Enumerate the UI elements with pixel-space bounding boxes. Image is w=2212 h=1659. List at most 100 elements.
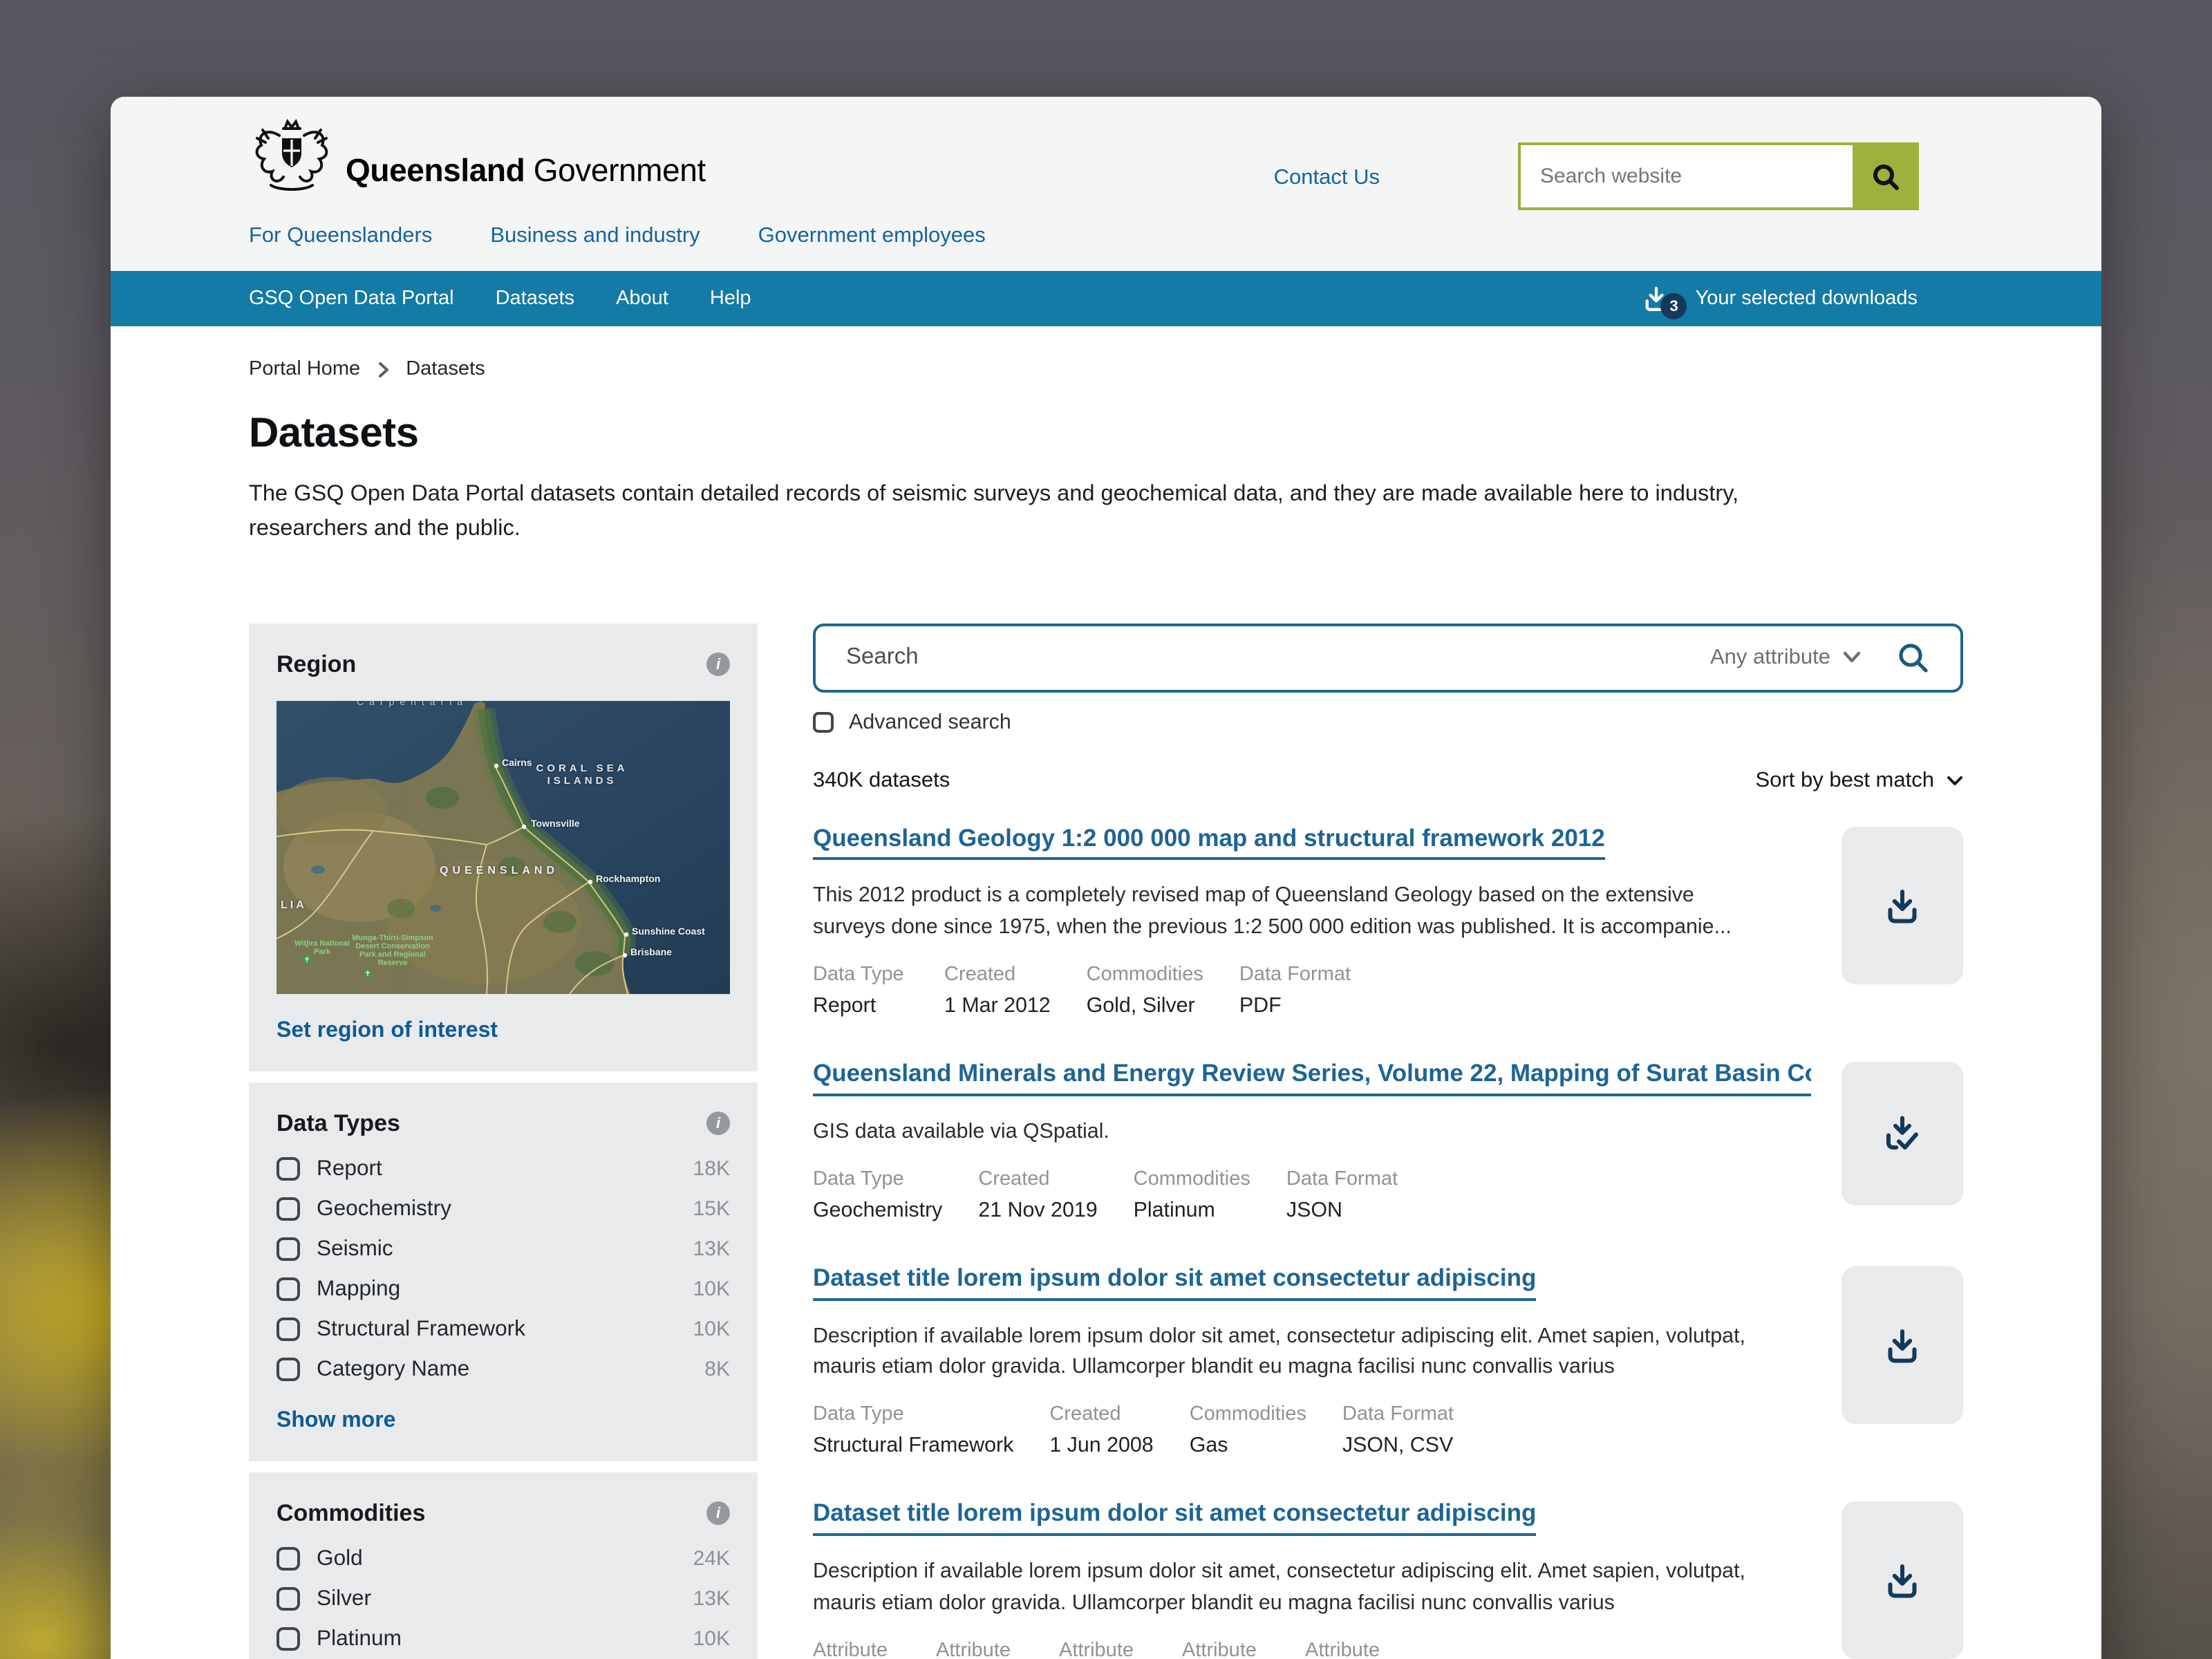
site-search bbox=[1518, 142, 1919, 210]
commodities-info-icon[interactable]: i bbox=[706, 1501, 730, 1525]
facet-structural-framework[interactable]: Structural Framework 10K bbox=[276, 1314, 730, 1344]
result-title-link[interactable]: Queensland Minerals and Energy Review Se… bbox=[813, 1059, 1811, 1096]
qld-coat-of-arms-icon bbox=[255, 118, 328, 191]
download-check-icon bbox=[1886, 1116, 1918, 1150]
site-search-button[interactable] bbox=[1853, 142, 1919, 210]
data-types-info-icon[interactable]: i bbox=[706, 1112, 730, 1135]
facet-report[interactable]: Report 18K bbox=[276, 1154, 730, 1184]
meta-value: Platinum bbox=[1133, 1198, 1215, 1222]
facet-geochemistry[interactable]: Geochemistry 15K bbox=[276, 1194, 730, 1224]
region-title: Region bbox=[276, 650, 357, 677]
map-label-brisbane: Brisbane bbox=[630, 948, 672, 957]
advanced-search-checkbox[interactable] bbox=[813, 711, 834, 732]
region-panel: Region i bbox=[249, 623, 758, 1071]
checkbox[interactable] bbox=[276, 1157, 300, 1181]
sort-dropdown[interactable]: Sort by best match bbox=[1756, 768, 1963, 793]
result-item: Queensland Minerals and Energy Review Se… bbox=[813, 1059, 1963, 1221]
dataset-search-input[interactable] bbox=[846, 644, 1710, 671]
search-icon[interactable] bbox=[1897, 641, 1930, 674]
result-meta: Data Type Report Created 1 Mar 2012 Commod… bbox=[813, 964, 1811, 1018]
meta-label: Created bbox=[944, 963, 1016, 986]
set-region-link[interactable]: Set region of interest bbox=[276, 1018, 498, 1042]
facet-label: Report bbox=[317, 1156, 382, 1180]
selected-downloads[interactable]: 3 Your selected downloads bbox=[1643, 285, 1918, 319]
facet-silver[interactable]: Silver 13K bbox=[276, 1584, 730, 1614]
download-tray-icon: 3 bbox=[1643, 285, 1687, 319]
portal-window: Queensland Government Contact Us For Que… bbox=[111, 97, 2101, 1659]
result-title-link[interactable]: Queensland Geology 1:2 000 000 map and s… bbox=[813, 823, 1605, 861]
checkbox[interactable] bbox=[276, 1587, 300, 1611]
results-count: 340K datasets bbox=[813, 768, 950, 791]
site-search-input[interactable] bbox=[1518, 142, 1853, 210]
nav-government-employees[interactable]: Government employees bbox=[758, 224, 986, 247]
checkbox[interactable] bbox=[276, 1358, 300, 1381]
facet-count: 8K bbox=[704, 1358, 730, 1381]
facet-count: 15K bbox=[693, 1197, 730, 1221]
breadcrumb-portal-home[interactable]: Portal Home bbox=[249, 358, 361, 380]
facet-mapping[interactable]: Mapping 10K bbox=[276, 1274, 730, 1304]
download-button[interactable] bbox=[1841, 1266, 1963, 1424]
contact-us-link[interactable]: Contact Us bbox=[1273, 166, 1380, 189]
advanced-search-toggle[interactable]: Advanced search bbox=[813, 710, 1963, 733]
map-label-queensland: QUEENSLAND bbox=[440, 863, 559, 876]
meta-label: Attribute bbox=[936, 1639, 1011, 1659]
facet-count: 24K bbox=[693, 1547, 730, 1571]
dataset-search-bar: Any attribute bbox=[813, 623, 1963, 692]
commodities-list: Gold 24K Silver 13K Platinum bbox=[276, 1544, 730, 1654]
region-info-icon[interactable]: i bbox=[706, 653, 730, 676]
show-more-link[interactable]: Show more bbox=[276, 1408, 396, 1432]
facet-seismic[interactable]: Seismic 13K bbox=[276, 1234, 730, 1264]
result-title-link[interactable]: Dataset title lorem ipsum dolor sit amet… bbox=[813, 1499, 1537, 1536]
checkbox[interactable] bbox=[276, 1277, 300, 1301]
facet-count: 10K bbox=[693, 1318, 730, 1341]
facet-label: Mapping bbox=[317, 1277, 401, 1300]
checkbox[interactable] bbox=[276, 1197, 300, 1221]
result-title-link[interactable]: Dataset title lorem ipsum dolor sit amet… bbox=[813, 1263, 1537, 1301]
checkbox[interactable] bbox=[276, 1547, 300, 1571]
checkbox[interactable] bbox=[276, 1237, 300, 1261]
meta-label: Data Type bbox=[813, 1168, 904, 1190]
results-header: 340K datasets Sort by best match bbox=[813, 768, 1963, 793]
page-intro: The GSQ Open Data Portal datasets contai… bbox=[249, 481, 1739, 541]
result-description: GIS data available via QSpatial. bbox=[813, 1119, 1109, 1143]
download-button[interactable] bbox=[1841, 1061, 1963, 1206]
facet-gold[interactable]: Gold 24K bbox=[276, 1544, 730, 1574]
portal-nav-home[interactable]: GSQ Open Data Portal bbox=[249, 288, 454, 310]
results-main: Any attribute Advanced search bbox=[813, 623, 1963, 1659]
meta-label: Data Format bbox=[1239, 963, 1351, 986]
checkbox[interactable] bbox=[276, 1318, 300, 1341]
brand-bold: Queensland bbox=[346, 152, 525, 188]
facet-label: Structural Framework bbox=[317, 1317, 525, 1340]
facet-platinum[interactable]: Platinum 10K bbox=[276, 1624, 730, 1654]
portal-nav-datasets[interactable]: Datasets bbox=[495, 288, 575, 310]
portal-nav: GSQ Open Data Portal Datasets About Help bbox=[249, 288, 751, 310]
facet-count: 10K bbox=[693, 1277, 730, 1301]
facet-label: Silver bbox=[317, 1586, 371, 1610]
checkbox[interactable] bbox=[276, 1627, 300, 1651]
result-meta: Data Type Structural Framework Created 1 J… bbox=[813, 1403, 1811, 1457]
download-icon bbox=[1888, 1564, 1917, 1598]
meta-label: Attribute bbox=[1305, 1639, 1380, 1659]
chevron-down-icon bbox=[1843, 651, 1861, 663]
attribute-select[interactable]: Any attribute bbox=[1710, 645, 1861, 670]
nav-for-queenslanders[interactable]: For Queenslanders bbox=[249, 224, 433, 247]
result-item: Queensland Geology 1:2 000 000 map and s… bbox=[813, 823, 1963, 1018]
search-icon bbox=[1873, 164, 1899, 189]
meta-value: 21 Nov 2019 bbox=[978, 1198, 1098, 1222]
portal-nav-help[interactable]: Help bbox=[709, 288, 751, 310]
facet-label: Category Name bbox=[317, 1357, 470, 1380]
attribute-select-value: Any attribute bbox=[1709, 645, 1830, 668]
facet-category-name[interactable]: Category Name 8K bbox=[276, 1354, 730, 1385]
chevron-down-icon bbox=[1947, 776, 1962, 785]
download-button[interactable] bbox=[1841, 1501, 1963, 1659]
nav-business-industry[interactable]: Business and industry bbox=[490, 224, 700, 247]
meta-value: JSON, CSV bbox=[1342, 1434, 1454, 1458]
page-title: Datasets bbox=[249, 411, 419, 456]
downloads-label: Your selected downloads bbox=[1695, 288, 1918, 310]
download-button[interactable] bbox=[1841, 826, 1963, 984]
result-item: Dataset title lorem ipsum dolor sit amet… bbox=[813, 1263, 1963, 1457]
portal-nav-about[interactable]: About bbox=[616, 288, 668, 310]
data-types-panel: Data Types i Report 18K Geochemis bbox=[249, 1082, 758, 1461]
region-map[interactable]: Carpentaria CORAL SEA ISLANDS Cairns Tow… bbox=[276, 700, 730, 993]
